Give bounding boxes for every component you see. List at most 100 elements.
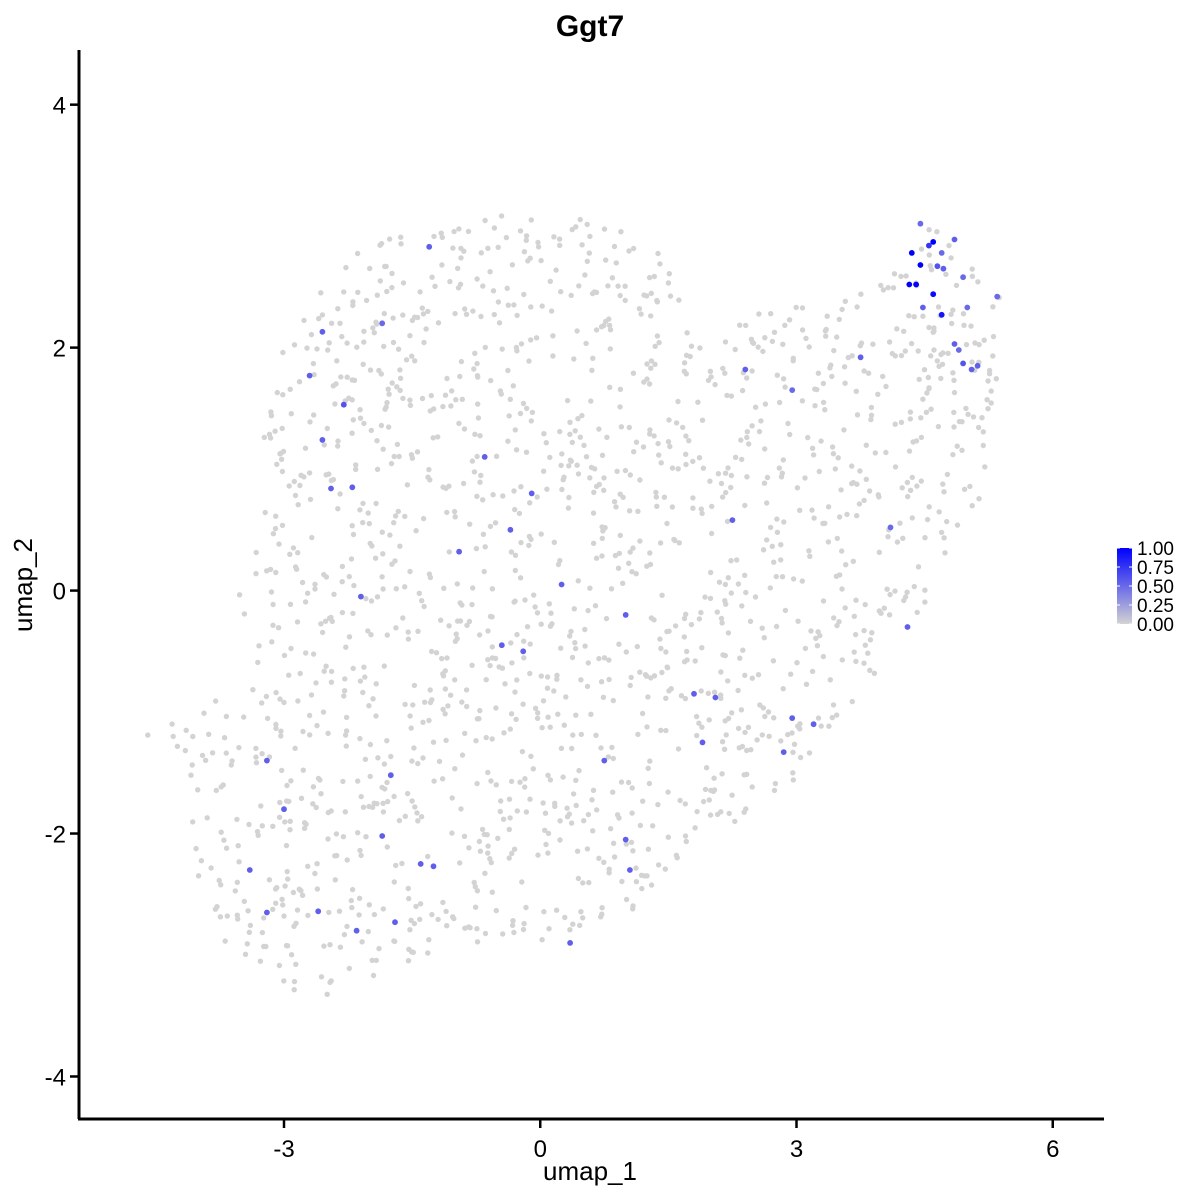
- cell-point: [420, 515, 427, 522]
- cell-point: [280, 902, 286, 908]
- cell-point: [969, 503, 975, 509]
- cell-point: [938, 351, 944, 358]
- cell-point: [304, 345, 310, 351]
- cell-point: [396, 453, 402, 460]
- cell-point: [404, 482, 411, 488]
- cell-point: [482, 870, 488, 876]
- cell-point: [398, 234, 404, 240]
- cell-point: [471, 366, 477, 372]
- cell-point: [286, 483, 292, 489]
- cell-point: [349, 904, 355, 911]
- cell-point: [771, 715, 777, 721]
- cell-point: [279, 767, 285, 774]
- expressing-cell-point: [358, 593, 364, 600]
- cell-point: [902, 594, 909, 600]
- cell-point: [442, 711, 448, 717]
- cell-point: [279, 522, 286, 529]
- cell-point: [236, 859, 242, 865]
- cell-point: [533, 335, 540, 341]
- cell-point: [548, 610, 554, 616]
- cell-point: [593, 327, 600, 333]
- cell-point: [505, 302, 511, 308]
- cell-point: [517, 228, 524, 234]
- cell-point: [247, 922, 254, 929]
- cell-point: [724, 518, 731, 525]
- cell-point: [820, 598, 827, 604]
- cell-point: [415, 818, 421, 824]
- cell-point: [366, 703, 372, 709]
- cell-point: [458, 245, 464, 252]
- cell-point: [927, 263, 933, 269]
- cell-point: [863, 476, 869, 482]
- cell-point: [566, 494, 572, 501]
- cell-point: [960, 311, 967, 317]
- cell-point: [785, 420, 791, 427]
- expressing-cell-point: [528, 490, 535, 497]
- cell-point: [774, 516, 780, 522]
- cell-point: [465, 228, 472, 235]
- x-axis-title: umap_1: [543, 1156, 637, 1186]
- cell-point: [316, 315, 322, 322]
- cell-point: [588, 711, 594, 717]
- cell-point: [274, 389, 280, 396]
- cell-point: [321, 442, 327, 448]
- cell-point: [601, 322, 607, 329]
- cell-point: [323, 663, 329, 669]
- cell-point: [683, 838, 689, 845]
- cell-point: [287, 386, 293, 392]
- cell-point: [550, 353, 556, 359]
- cell-point: [408, 917, 414, 923]
- cell-point: [477, 707, 483, 714]
- cell-point: [774, 529, 781, 535]
- cell-point: [512, 567, 518, 574]
- cell-point: [474, 373, 481, 379]
- cell-point: [728, 590, 734, 596]
- cell-point: [805, 434, 811, 441]
- cell-point: [707, 812, 714, 818]
- cell-point: [799, 327, 806, 333]
- cell-point: [975, 424, 982, 431]
- cell-point: [718, 809, 724, 815]
- cell-point: [471, 469, 478, 475]
- cell-point: [906, 313, 912, 319]
- cell-point: [590, 510, 597, 516]
- y-tick-label: 2: [53, 336, 66, 363]
- cell-point: [375, 755, 381, 761]
- cell-point: [387, 532, 393, 538]
- cell-point: [534, 610, 541, 616]
- cell-point: [622, 467, 629, 474]
- cell-point: [497, 808, 503, 815]
- colorbar-tick-label: 0.50: [1137, 577, 1174, 598]
- cell-point: [867, 667, 873, 673]
- cell-point: [951, 424, 957, 430]
- cell-point: [300, 767, 306, 773]
- cell-point: [780, 341, 786, 347]
- cell-point: [744, 429, 750, 435]
- cell-point: [963, 405, 969, 412]
- cell-point: [648, 615, 655, 621]
- cell-point: [427, 408, 433, 414]
- cell-point: [722, 718, 728, 724]
- cell-point: [474, 888, 481, 894]
- cell-point: [922, 535, 928, 541]
- cell-point: [326, 909, 332, 916]
- cell-point: [381, 310, 387, 317]
- cell-point: [802, 475, 808, 481]
- cell-point: [648, 882, 655, 888]
- cell-point: [492, 520, 499, 526]
- cell-point: [328, 808, 334, 814]
- cell-point: [325, 836, 331, 842]
- cell-point: [576, 283, 582, 289]
- cell-point: [444, 923, 450, 929]
- cell-point: [942, 550, 948, 556]
- cell-point: [744, 434, 750, 441]
- cell-point: [757, 702, 763, 708]
- cell-point: [461, 833, 468, 839]
- cell-point: [421, 339, 427, 346]
- cell-point: [575, 875, 582, 882]
- expressing-cell-point: [729, 517, 736, 523]
- cell-point: [857, 468, 863, 474]
- cell-point: [389, 380, 395, 386]
- cell-point: [545, 850, 551, 856]
